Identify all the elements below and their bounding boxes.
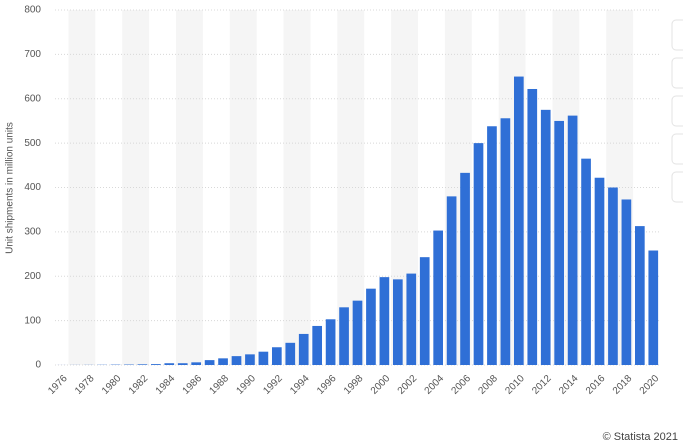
bar [352,300,363,365]
bar [406,273,417,365]
bar [460,172,470,365]
x-tick-label: 2014 [557,373,581,397]
bar [594,177,605,365]
bar [312,325,323,365]
bar [487,126,497,365]
bar [366,288,376,365]
x-tick-label: 1990 [234,373,258,397]
x-tick-label: 2012 [530,373,554,397]
source: © Statista 2021 [603,431,678,443]
bar [164,363,175,365]
bar [433,230,444,365]
bar [177,363,188,365]
x-tick-label: 1982 [127,373,151,397]
stripe [176,10,203,365]
bar [648,250,659,365]
bar [218,358,228,365]
x-tick-label: 2016 [584,373,608,397]
stripe [122,10,150,365]
x-tick-label: 1980 [100,373,124,397]
bar [231,356,242,365]
bar [446,196,457,365]
bar [258,351,269,365]
bar [150,364,161,365]
y-tick-label: 600 [24,93,41,104]
stripe [68,10,96,365]
y-tick-label: 200 [24,271,41,282]
bar [634,226,645,365]
bar [191,362,202,365]
bar [608,187,618,365]
x-tick-label: 1998 [342,373,366,397]
y-tick-label: 700 [24,49,41,60]
x-tick-label: 2018 [611,373,635,397]
bar [513,76,524,365]
x-tick-label: 2006 [450,373,474,397]
x-tick-label: 2020 [638,373,662,397]
bar [554,120,565,365]
x-tick-label: 1994 [288,373,312,397]
bar [298,333,309,365]
x-tick-label: 2010 [503,373,527,397]
y-tick-label: 0 [35,360,41,371]
bar [285,342,296,365]
y-tick-label: 800 [24,5,41,16]
bar [581,158,591,365]
bar [379,277,390,365]
y-tick-label: 400 [24,182,41,193]
bar [245,354,255,365]
y-tick-label: 100 [24,315,41,326]
x-tick-label: 2002 [396,373,420,397]
bar [339,307,349,365]
bar [621,199,632,365]
stripe [283,10,311,365]
y-tick-label: 500 [24,138,41,149]
bar [473,143,484,365]
x-tick-label: 2008 [476,373,500,397]
x-tick-label: 1976 [46,373,70,397]
x-tick-label: 1986 [181,373,205,397]
bar [137,364,148,365]
x-tick-label: 2000 [369,373,393,397]
side-buttons [671,19,683,203]
y-axis-label: Unit shipments in million units [5,122,16,254]
bar [325,319,336,365]
stripe [229,10,257,365]
bar [527,88,538,366]
bar [500,118,511,366]
x-tick-label: 1984 [154,373,178,397]
x-tick-label: 1996 [315,373,339,397]
bar [392,279,403,365]
x-tick-label: 2004 [423,373,447,397]
y-tick-label: 300 [24,227,41,238]
bar [204,360,215,365]
bar [419,257,430,365]
bar [271,347,282,365]
x-tick-label: 1978 [73,373,97,397]
x-tick-label: 1992 [261,373,285,397]
bar [540,109,551,365]
x-tick-label: 1988 [208,373,232,397]
bar [567,115,578,365]
